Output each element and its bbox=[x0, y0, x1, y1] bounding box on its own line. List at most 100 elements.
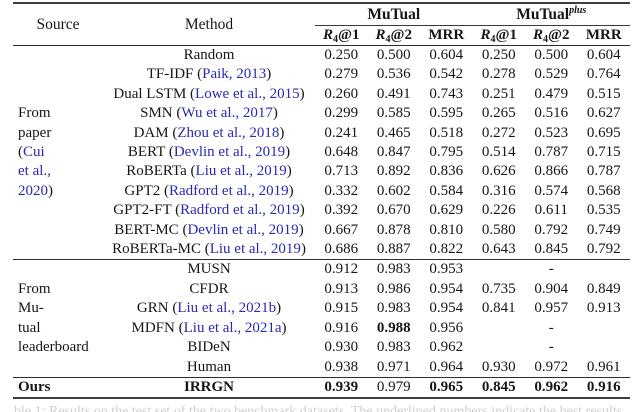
metric-value: 0.604 bbox=[420, 45, 473, 66]
method-cell: MDFN (Liu et al., 2021a) bbox=[131, 319, 287, 336]
table-caption-cropped: ble 1: Results on the test set of the tw… bbox=[14, 404, 626, 412]
citation-link[interactable]: Radford et al., 2019 bbox=[169, 182, 289, 199]
metric-value: 0.795 bbox=[429, 144, 464, 161]
metric-value: 0.516 bbox=[534, 105, 569, 122]
citation-link[interactable]: 2020 bbox=[18, 182, 48, 199]
metric-value: 0.964 bbox=[429, 358, 464, 375]
col-header-r4at2-mutual: R4@2 bbox=[367, 25, 420, 46]
metric-value: 0.743 bbox=[429, 85, 464, 102]
source-line: tual bbox=[18, 319, 103, 338]
metric-value: 0.713 bbox=[324, 163, 359, 180]
table-row: DAM (Zhou et al., 2018) 0.241 0.465 0.518 0.… bbox=[13, 124, 630, 143]
source-text: From bbox=[18, 105, 51, 122]
missing-value-dash: - bbox=[548, 319, 554, 336]
table-row: From Mu-tual leaderboard MUSN 0.912 0.983 0.95… bbox=[13, 259, 631, 378]
source-cell: From Mu-tual leaderboard bbox=[13, 259, 103, 378]
citation-link[interactable]: Lowe et al., 2015 bbox=[195, 85, 300, 102]
metric-value: 0.954 bbox=[429, 300, 464, 317]
metric-value: 0.983 bbox=[376, 300, 411, 317]
metric-value: 0.847 bbox=[376, 144, 411, 161]
citation-link[interactable]: Cui bbox=[23, 144, 45, 161]
citation-link[interactable]: Liu et al., 2019 bbox=[195, 163, 287, 180]
source-line: et al., bbox=[18, 162, 103, 181]
method-cell: GPT2 (Radford et al., 2019) bbox=[124, 182, 294, 199]
source-text: Mu- bbox=[18, 300, 44, 317]
method-name: Dual LSTM bbox=[113, 85, 187, 102]
citation-link[interactable]: Paik, 2013 bbox=[202, 66, 267, 83]
metric-header-row: R4@1 R4@2 MRR R4@1 R4@2 MRR bbox=[13, 25, 631, 46]
metric-value: 0.604 bbox=[577, 45, 631, 66]
method-name: DAM bbox=[133, 124, 169, 141]
group-label: MuTual bbox=[367, 5, 421, 23]
metric-value: 0.250 bbox=[315, 45, 368, 66]
source-line: Mu- bbox=[18, 299, 103, 318]
metric-value: 0.643 bbox=[481, 241, 516, 258]
citation-link[interactable]: Devlin et al., 2019 bbox=[187, 221, 299, 238]
metric-value: 0.939 bbox=[315, 376, 368, 399]
table-row: Ours IRRGN 0.939 0.979 0.965 0.845 0.962 0.916 bbox=[13, 376, 631, 399]
missing-value-dash: - bbox=[472, 259, 631, 280]
method-name: RoBERTa-MC bbox=[112, 241, 201, 258]
citation-link[interactable]: Zhou et al., 2018 bbox=[177, 124, 280, 141]
citation-link[interactable]: Radford et al., 2019 bbox=[180, 202, 300, 219]
method-cell: IRRGN bbox=[103, 376, 315, 399]
source-text: leaderboard bbox=[18, 339, 89, 356]
metric-value: 0.961 bbox=[586, 358, 621, 375]
metric-value: 0.611 bbox=[534, 202, 568, 219]
metric-value: 0.962 bbox=[525, 376, 578, 399]
metric-value: 0.787 bbox=[534, 144, 569, 161]
metric-value: 0.916 bbox=[577, 376, 631, 399]
citation-link[interactable]: Devlin et al., 2019 bbox=[173, 144, 286, 161]
col-header-r4at1-mutual: R4@1 bbox=[315, 25, 368, 46]
metric-value: 0.332 bbox=[324, 182, 359, 199]
metric-value: 0.500 bbox=[525, 45, 578, 66]
metric-value: 0.749 bbox=[586, 221, 621, 238]
citation-link[interactable]: Liu et al., 2021b bbox=[177, 300, 277, 317]
metric-value: 0.580 bbox=[481, 221, 516, 238]
method-cell: Human bbox=[103, 358, 315, 378]
method-name: GPT2 bbox=[124, 182, 161, 199]
metric-value: 0.979 bbox=[367, 376, 420, 399]
method-cell: GRN (Liu et al., 2021b) bbox=[136, 300, 282, 317]
method-cell: BIDeN bbox=[103, 338, 315, 357]
metric-value: 0.648 bbox=[324, 144, 359, 161]
metric-value: 0.938 bbox=[324, 358, 359, 375]
metric-value: 0.735 bbox=[481, 280, 516, 297]
metric-value: 0.523 bbox=[534, 124, 569, 141]
method-name: Random bbox=[183, 47, 235, 63]
metric-value: 0.500 bbox=[367, 45, 420, 66]
metric-value: 0.912 bbox=[315, 259, 368, 280]
metric-value: 0.845 bbox=[472, 376, 526, 399]
metric-value: 0.299 bbox=[324, 105, 359, 122]
method-cell: Dual LSTM (Lowe et al., 2015) bbox=[113, 85, 305, 102]
metric-value: 0.568 bbox=[586, 182, 621, 199]
metric-value: 0.956 bbox=[429, 319, 464, 336]
metric-value: 0.602 bbox=[376, 182, 411, 199]
metric-value: 0.957 bbox=[534, 300, 569, 317]
metric-value: 0.930 bbox=[481, 358, 516, 375]
citation-link[interactable]: Wu et al., 2017 bbox=[181, 105, 273, 122]
table-row: GRN (Liu et al., 2021b) 0.915 0.983 0.954 0.… bbox=[13, 299, 630, 318]
citation-link[interactable]: Liu et al., 2019 bbox=[209, 241, 301, 258]
metric-value: 0.595 bbox=[429, 105, 464, 122]
table-row: GPT2 (Radford et al., 2019) 0.332 0.602 0.5… bbox=[13, 182, 630, 201]
table-row: Dual LSTM (Lowe et al., 2015) 0.260 0.491 0… bbox=[13, 85, 630, 104]
method-name: GRN bbox=[136, 300, 169, 317]
table-row: TF-IDF (Paik, 2013) 0.279 0.536 0.542 0.278 0… bbox=[13, 65, 630, 84]
table-row: Human 0.938 0.971 0.964 0.930 0.972 0.961 bbox=[13, 358, 630, 378]
method-name: RoBERTa bbox=[126, 163, 187, 180]
method-cell: CFDR bbox=[103, 280, 315, 299]
method-cell: DAM (Zhou et al., 2018) bbox=[133, 124, 285, 141]
metric-value: 0.536 bbox=[376, 66, 411, 83]
method-name: BERT bbox=[127, 144, 166, 161]
citation-link[interactable]: Liu et al., 2021a bbox=[183, 319, 282, 336]
col-header-r4at1-mutualplus: R4@1 bbox=[472, 25, 526, 46]
citation-link[interactable]: et al., bbox=[18, 163, 51, 180]
col-header-source: Source bbox=[13, 3, 103, 46]
source-text: ( bbox=[18, 144, 23, 161]
metric-value: 0.986 bbox=[376, 280, 411, 297]
method-name: MUSN bbox=[187, 261, 231, 278]
metric-value: 0.915 bbox=[324, 300, 359, 317]
metric-value: 0.272 bbox=[481, 124, 516, 141]
